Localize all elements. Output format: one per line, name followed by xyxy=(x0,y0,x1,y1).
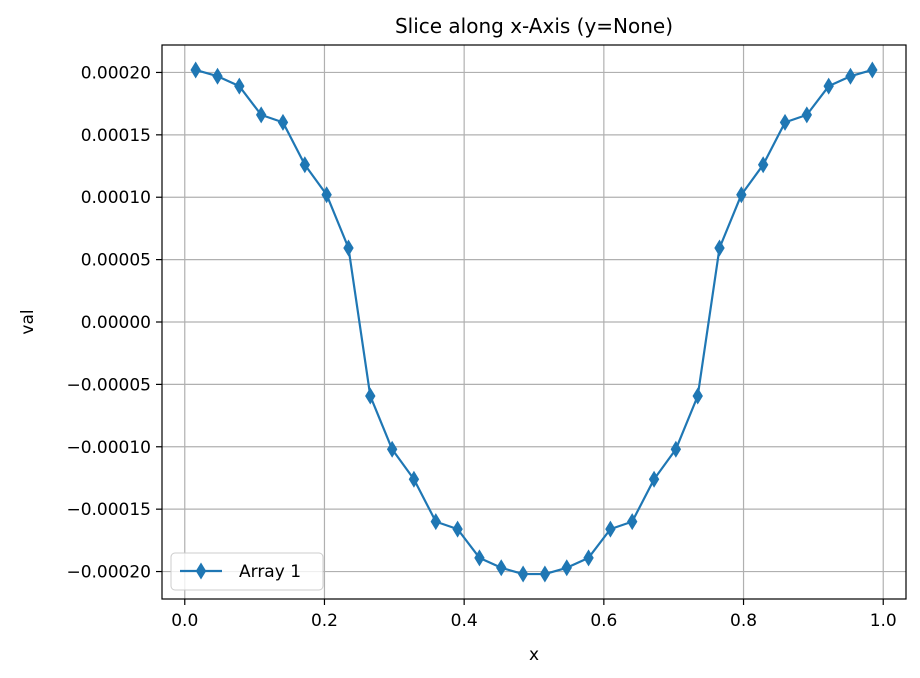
series-layer xyxy=(190,61,878,583)
y-tick-label: 0.00005 xyxy=(81,251,151,271)
x-tick-label: 0.2 xyxy=(311,611,338,631)
y-tick-label: −0.00010 xyxy=(66,438,151,458)
data-point xyxy=(779,113,791,131)
data-point xyxy=(801,106,813,124)
data-point xyxy=(736,186,747,204)
x-axis-label: x xyxy=(529,645,539,665)
y-tick-label: −0.00020 xyxy=(66,563,151,583)
data-point xyxy=(648,470,660,488)
x-tick-label: 1.0 xyxy=(870,611,897,631)
data-point xyxy=(190,61,201,79)
data-point xyxy=(496,559,507,577)
x-tick-label: 0.6 xyxy=(590,611,617,631)
y-axis-ticks: 0.00020 0.00015 0.00010 0.00005 0.00000 −0.00… xyxy=(66,63,162,583)
x-tick-label: 0.8 xyxy=(730,611,757,631)
legend-label: Array 1 xyxy=(239,562,301,582)
series-line xyxy=(195,68,873,576)
y-tick-label: 0.00020 xyxy=(81,63,151,83)
data-point xyxy=(452,520,463,538)
data-point xyxy=(605,520,616,538)
y-tick-label: 0.00000 xyxy=(81,313,151,333)
chart-title: Slice along x-Axis (y=None) xyxy=(395,14,673,38)
data-point xyxy=(343,239,354,257)
y-tick-label: −0.00015 xyxy=(66,500,151,520)
data-point xyxy=(867,61,878,79)
legend-marker-icon xyxy=(195,562,207,580)
data-point xyxy=(408,470,420,488)
data-point xyxy=(561,559,572,577)
data-point xyxy=(670,440,682,458)
y-axis-label: val xyxy=(18,309,38,334)
data-point xyxy=(583,549,594,567)
grid xyxy=(162,45,906,599)
data-point xyxy=(627,513,638,531)
data-point xyxy=(386,440,398,458)
x-tick-label: 0.4 xyxy=(451,611,478,631)
data-point xyxy=(212,67,223,85)
x-tick-label: 0.0 xyxy=(171,611,198,631)
data-point xyxy=(430,513,441,531)
data-point xyxy=(365,387,376,405)
data-point xyxy=(714,239,725,257)
data-point xyxy=(539,565,551,583)
data-point xyxy=(845,67,856,85)
legend: Array 1 xyxy=(170,552,324,591)
data-point xyxy=(517,565,529,583)
data-point xyxy=(474,549,485,567)
data-point xyxy=(823,77,834,95)
data-point xyxy=(299,156,311,174)
y-tick-label: −0.00005 xyxy=(66,375,151,395)
data-point xyxy=(234,77,245,95)
plot-frame xyxy=(161,44,907,600)
y-tick-label: 0.00010 xyxy=(81,188,151,208)
data-point xyxy=(692,387,703,405)
y-tick-label: 0.00015 xyxy=(81,126,151,146)
data-point xyxy=(277,113,289,131)
x-axis-ticks: 0.0 0.2 0.4 0.6 0.8 1.0 xyxy=(171,599,897,631)
data-point xyxy=(321,186,332,204)
data-point xyxy=(255,106,267,124)
legend-box xyxy=(170,552,324,591)
data-point xyxy=(757,156,769,174)
